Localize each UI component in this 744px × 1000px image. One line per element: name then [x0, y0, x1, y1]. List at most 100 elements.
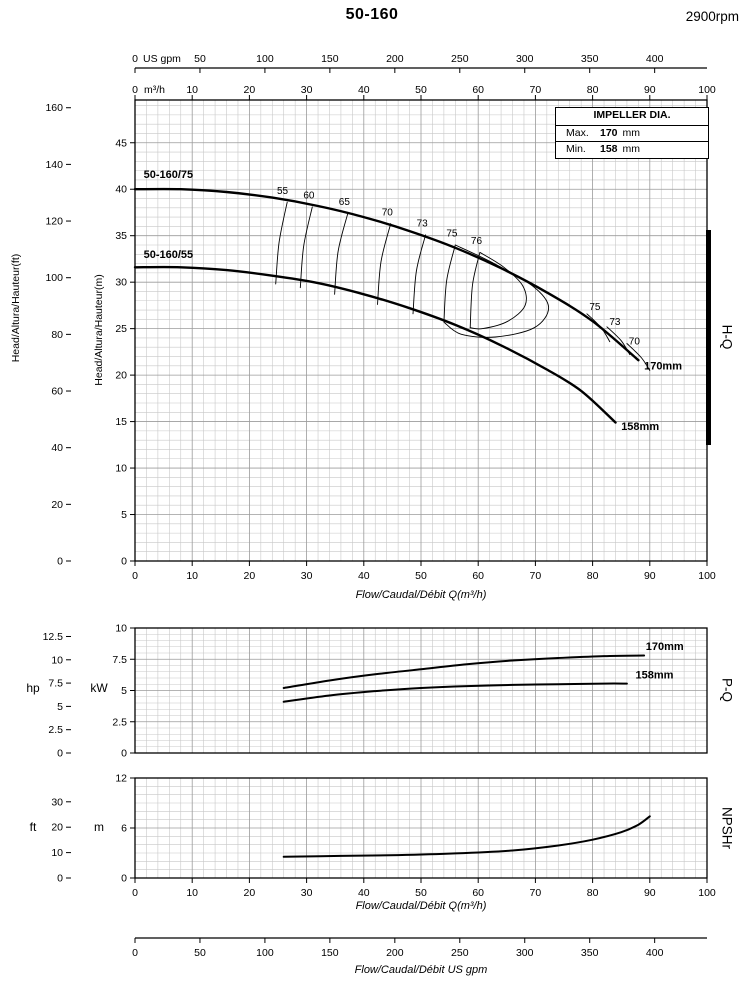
- hq-efficiency-contours: 55 60 65 70 73 75 76 75 73 70: [275, 186, 651, 371]
- svg-text:200: 200: [386, 947, 404, 959]
- svg-text:50: 50: [194, 947, 206, 959]
- svg-text:100: 100: [698, 84, 716, 96]
- hq-curve-158mm: [133, 265, 617, 424]
- hq-grid-major: [135, 100, 707, 561]
- svg-text:80: 80: [51, 329, 63, 341]
- efficiency-contour-75: [586, 313, 611, 343]
- svg-text:0: 0: [132, 570, 138, 582]
- efficiency-contour-65: [334, 212, 349, 295]
- bottom-gpm-axis: 0 50 100 150 200 250 300 350 400 Flow/Caudal/Débi…: [132, 937, 707, 976]
- svg-text:10: 10: [115, 623, 127, 635]
- svg-text:80: 80: [587, 84, 599, 96]
- svg-text:US gpm: US gpm: [143, 53, 181, 65]
- svg-text:40: 40: [51, 442, 63, 454]
- svg-text:Flow/Caudal/Débit Q(m³/h): Flow/Caudal/Débit Q(m³/h): [356, 589, 487, 601]
- svg-text:20: 20: [244, 570, 256, 582]
- svg-text:60: 60: [472, 570, 484, 582]
- impeller-dia-box: IMPELLER DIA. Max. 170 mm Min. 158 mm: [555, 107, 709, 159]
- svg-text:60: 60: [303, 191, 315, 202]
- svg-text:12: 12: [115, 773, 127, 785]
- svg-text:20: 20: [244, 887, 256, 899]
- svg-text:12.5: 12.5: [43, 631, 64, 643]
- svg-text:m³/h: m³/h: [144, 84, 165, 96]
- hq-chart: 0510152025303540450204060801001201401600…: [45, 53, 715, 601]
- svg-text:40: 40: [358, 887, 370, 899]
- svg-text:30: 30: [301, 570, 313, 582]
- page-title: 50-160: [345, 6, 399, 23]
- svg-text:20: 20: [115, 370, 127, 382]
- svg-text:150: 150: [321, 947, 339, 959]
- svg-text:5: 5: [121, 685, 127, 697]
- svg-text:70: 70: [530, 570, 542, 582]
- svg-text:0: 0: [132, 84, 138, 96]
- svg-text:400: 400: [646, 947, 664, 959]
- svg-text:73: 73: [609, 317, 621, 328]
- svg-text:35: 35: [115, 230, 127, 242]
- svg-text:250: 250: [451, 53, 469, 65]
- svg-text:250: 250: [451, 947, 469, 959]
- svg-text:100: 100: [698, 887, 716, 899]
- impeller-max-row: Max. 170 mm: [556, 125, 708, 142]
- npshr-curve: [282, 815, 651, 858]
- hq-side-label: H-Q: [719, 324, 735, 350]
- impeller-max-unit: mm: [622, 126, 641, 139]
- svg-text:45: 45: [115, 137, 127, 149]
- svg-text:90: 90: [644, 570, 656, 582]
- svg-text:65: 65: [339, 197, 351, 208]
- efficiency-contour-75: [443, 244, 456, 323]
- svg-text:7.5: 7.5: [48, 678, 63, 690]
- pq-curve-170mm: [282, 654, 646, 689]
- svg-text:5: 5: [121, 509, 127, 521]
- impeller-min-row: Min. 158 mm: [556, 141, 708, 158]
- svg-text:75: 75: [589, 302, 601, 313]
- head-ft-axis-label: Head/Altura/Hauteur(ft): [10, 253, 22, 363]
- svg-text:200: 200: [386, 53, 404, 65]
- svg-text:15: 15: [115, 416, 127, 428]
- pq-chart: 0 2.5 5 7.5 10 0 2.5 5 7.5 10 12.5 170mm 158mm: [43, 623, 708, 760]
- svg-text:10: 10: [51, 654, 63, 666]
- efficiency-contour-70: [377, 223, 392, 305]
- svg-text:350: 350: [581, 947, 599, 959]
- svg-text:7.5: 7.5: [112, 654, 127, 666]
- svg-text:70: 70: [530, 887, 542, 899]
- svg-text:40: 40: [358, 570, 370, 582]
- svg-text:50: 50: [415, 84, 427, 96]
- svg-text:0: 0: [57, 873, 63, 885]
- svg-text:170mm: 170mm: [644, 361, 682, 373]
- svg-text:0: 0: [132, 887, 138, 899]
- rpm-label: 2900rpm: [685, 9, 739, 24]
- svg-text:70: 70: [382, 207, 394, 218]
- svg-text:73: 73: [417, 218, 429, 229]
- hq-curve-170mm: [133, 187, 640, 362]
- svg-text:300: 300: [516, 947, 534, 959]
- svg-text:0: 0: [57, 748, 63, 760]
- npshr-chart: 0 6 12 0 10 20 30 0 10 20 30 40 50 60 70 80 90 100 Flow/Ca…: [51, 773, 716, 913]
- svg-text:30: 30: [301, 887, 313, 899]
- svg-text:70: 70: [530, 84, 542, 96]
- svg-text:30: 30: [301, 84, 313, 96]
- npshr-grid-major: [135, 778, 707, 878]
- svg-text:90: 90: [644, 84, 656, 96]
- kw-axis-label: kW: [90, 681, 108, 695]
- svg-text:120: 120: [45, 216, 63, 228]
- svg-text:0: 0: [121, 556, 127, 568]
- svg-text:158mm: 158mm: [621, 421, 659, 433]
- svg-text:75: 75: [446, 229, 458, 240]
- impeller-max-value: 170: [600, 126, 618, 139]
- impeller-min-label: Min.: [566, 143, 586, 156]
- svg-text:25: 25: [115, 323, 127, 335]
- svg-text:50: 50: [194, 53, 206, 65]
- npsh-ft-axis-label: ft: [29, 820, 37, 834]
- svg-text:70: 70: [629, 336, 641, 347]
- svg-text:400: 400: [646, 53, 664, 65]
- svg-text:10: 10: [186, 84, 198, 96]
- efficiency-contour-70: [626, 343, 651, 371]
- svg-text:350: 350: [581, 53, 599, 65]
- svg-text:76: 76: [471, 236, 483, 247]
- efficiency-contour-55: [275, 201, 288, 285]
- impeller-max-label: Max.: [566, 126, 589, 139]
- svg-text:0: 0: [57, 556, 63, 568]
- svg-text:50-160/75: 50-160/75: [144, 169, 194, 181]
- svg-text:80: 80: [587, 570, 599, 582]
